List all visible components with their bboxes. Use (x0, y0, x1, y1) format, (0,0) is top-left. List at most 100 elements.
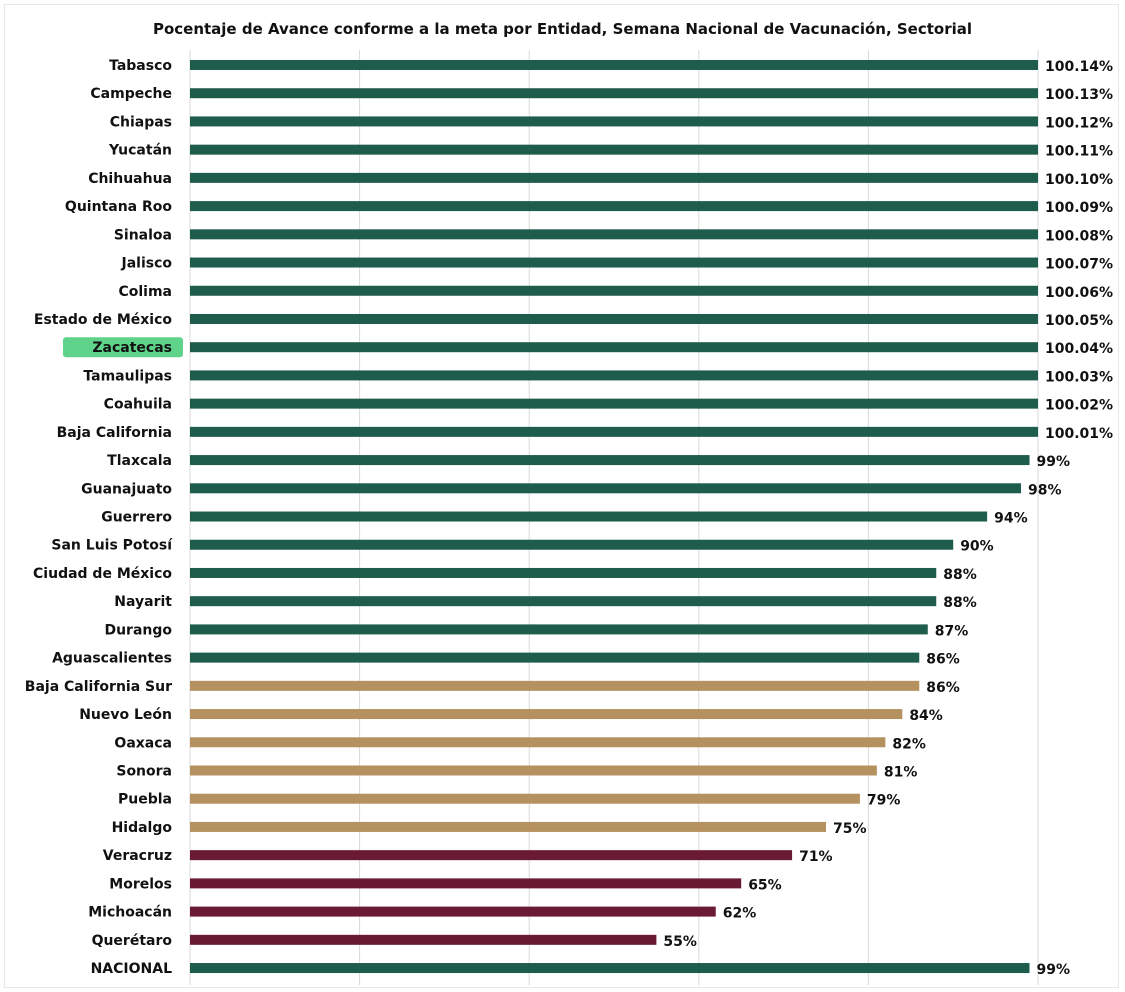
bar (190, 878, 742, 889)
category-label: Guanajuato (81, 481, 172, 497)
category-label: Oaxaca (114, 735, 172, 751)
value-label: 86% (926, 680, 960, 696)
bar (190, 765, 877, 776)
value-label: 100.12% (1045, 115, 1113, 131)
category-label: Chiapas (110, 114, 172, 130)
category-label: Colima (118, 284, 172, 300)
chart-title: Pocentaje de Avance conforme a la meta p… (152, 20, 973, 38)
value-label: 90% (960, 539, 994, 555)
bar (190, 567, 937, 578)
bar (190, 455, 1030, 466)
category-label: Zacatecas (92, 340, 172, 356)
bar (190, 596, 937, 607)
bar (190, 539, 954, 550)
value-label: 100.02% (1045, 398, 1113, 414)
bar (190, 426, 1038, 437)
bar (190, 116, 1038, 127)
value-label: 99% (1037, 962, 1071, 978)
bar (190, 229, 1038, 240)
bar (190, 680, 920, 691)
bar (190, 850, 793, 861)
category-label: Baja California (57, 425, 172, 441)
value-label: 55% (663, 934, 697, 950)
bar (190, 709, 903, 720)
category-label: Tabasco (109, 58, 172, 74)
category-label: Guerrero (101, 510, 172, 526)
bar (190, 144, 1038, 155)
value-label: 100.10% (1045, 172, 1113, 188)
bar (190, 313, 1038, 324)
value-label: 94% (994, 511, 1028, 527)
category-label: Campeche (90, 86, 172, 102)
category-label: Baja California Sur (25, 679, 172, 695)
bar (190, 172, 1038, 183)
category-label: Aguascalientes (52, 651, 172, 667)
value-label: 71% (799, 849, 833, 865)
category-label: Veracruz (103, 848, 172, 864)
bar (190, 370, 1038, 381)
category-label: Jalisco (120, 256, 172, 272)
bar (190, 934, 657, 945)
bar (190, 201, 1038, 212)
category-label: Coahuila (104, 397, 172, 413)
bar (190, 906, 716, 917)
category-label: Morelos (109, 876, 172, 892)
category-label: Nayarit (114, 594, 172, 610)
category-label: Sonora (116, 764, 172, 780)
bar (190, 88, 1038, 99)
value-label: 88% (943, 595, 977, 611)
category-label: Ciudad de México (33, 566, 172, 582)
value-label: 100.05% (1045, 313, 1113, 329)
category-label: Yucatán (108, 143, 172, 159)
bar (190, 624, 928, 635)
value-label: 98% (1028, 482, 1062, 498)
value-label: 100.11% (1045, 144, 1113, 160)
category-label: Hidalgo (112, 820, 173, 836)
category-highlight (63, 337, 183, 358)
value-label: 100.13% (1045, 87, 1113, 103)
category-label: Querétaro (92, 933, 173, 949)
bar (190, 342, 1038, 353)
category-label: Quintana Roo (65, 199, 172, 215)
bar (190, 821, 826, 832)
value-label: 100.14% (1045, 59, 1113, 75)
chart-frame (4, 4, 1119, 988)
value-label: 75% (833, 821, 867, 837)
value-label: 82% (892, 736, 926, 752)
bar (190, 963, 1030, 974)
bar (190, 652, 920, 663)
value-label: 100.03% (1045, 369, 1113, 385)
value-label: 100.07% (1045, 257, 1113, 273)
value-label: 100.08% (1045, 228, 1113, 244)
category-label: Tlaxcala (107, 453, 172, 469)
bar (190, 285, 1038, 296)
value-label: 79% (867, 793, 901, 809)
value-label: 99% (1037, 454, 1071, 470)
category-label: Tamaulipas (83, 368, 172, 384)
bar (190, 793, 860, 804)
value-label: 100.04% (1045, 341, 1113, 357)
value-label: 84% (909, 708, 943, 724)
category-label: Durango (104, 622, 172, 638)
value-label: 100.09% (1045, 200, 1113, 216)
value-label: 86% (926, 652, 960, 668)
category-label: Chihuahua (88, 171, 172, 187)
value-label: 87% (935, 623, 969, 639)
category-label: Nuevo León (79, 707, 172, 723)
bar (190, 737, 886, 748)
value-label: 65% (748, 877, 782, 893)
value-label: 88% (943, 567, 977, 583)
category-label: San Luis Potosí (51, 538, 173, 554)
bar (190, 257, 1038, 268)
category-label: Sinaloa (114, 227, 172, 243)
value-label: 100.06% (1045, 285, 1113, 301)
category-label: NACIONAL (91, 961, 172, 977)
value-label: 62% (723, 906, 757, 922)
value-label: 100.01% (1045, 426, 1113, 442)
bar (190, 483, 1022, 494)
value-label: 81% (884, 765, 918, 781)
category-label: Puebla (118, 792, 172, 808)
bar (190, 511, 988, 522)
category-label: Estado de México (34, 312, 172, 328)
